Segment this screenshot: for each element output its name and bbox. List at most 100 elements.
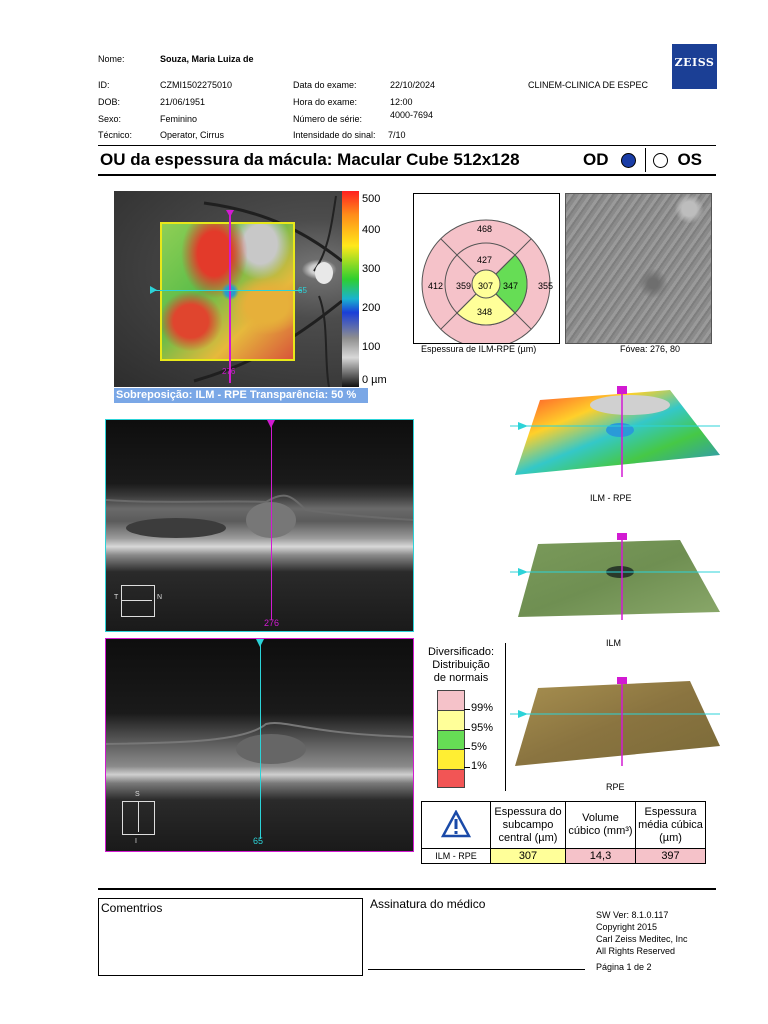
bscan-vertical-layers bbox=[106, 721, 413, 764]
serial-label: Número de série: bbox=[293, 114, 363, 124]
dob-label: DOB: bbox=[98, 97, 121, 107]
scale-400: 400 bbox=[362, 224, 381, 236]
etdrs-caption: Espessura de ILM-RPE (µm) bbox=[421, 344, 537, 354]
title-divider bbox=[98, 174, 716, 176]
os-label: OS bbox=[677, 150, 703, 169]
serial-number: 4000-7694 bbox=[390, 110, 434, 120]
etdrs-inner-nasal: 347 bbox=[503, 281, 519, 291]
od-indicator: OD bbox=[583, 150, 636, 170]
bscan2-orientation-box bbox=[122, 801, 155, 835]
etdrs-inner-superior: 427 bbox=[477, 255, 493, 265]
legend-tick-99 bbox=[464, 709, 470, 710]
zeiss-logo-text: ZEISS bbox=[674, 56, 715, 69]
legend-title-line1: Diversificado: bbox=[427, 646, 495, 658]
fundus-marker-276: 276 bbox=[222, 367, 236, 376]
legend-label-95: 95% bbox=[471, 722, 494, 734]
software-info: SW Ver: 8.1.0.117 Copyright 2015 Carl Ze… bbox=[596, 909, 688, 957]
render-ilm-rpe-label: ILM - RPE bbox=[590, 493, 632, 503]
signal-strength: 7/10 bbox=[388, 130, 406, 140]
rights: All Rights Reserved bbox=[596, 946, 676, 956]
scale-100: 100 bbox=[362, 341, 381, 353]
page-title: OU da espessura da mácula: Macular Cube … bbox=[100, 150, 520, 169]
id-label: ID: bbox=[98, 80, 110, 90]
patient-dob: 21/06/1951 bbox=[160, 97, 206, 107]
exam-time: 12:00 bbox=[390, 97, 413, 107]
bscan1-orientation-arrow bbox=[122, 600, 152, 601]
warning-cell bbox=[421, 801, 491, 849]
overlay-caption: Sobreposição: ILM - RPE Transparência: 5… bbox=[114, 388, 368, 403]
header-cube-volume: Volume cúbico (mm³) bbox=[565, 801, 636, 849]
results-table: Espessura do subcampo central (µm) Volum… bbox=[421, 801, 706, 864]
render-ilm bbox=[510, 532, 722, 622]
etdrs-grid-panel: 468 427 412 359 307 347 355 348 bbox=[413, 193, 560, 344]
etdrs-outer-nasal: 355 bbox=[538, 281, 554, 291]
bscan2-s-label: S bbox=[135, 791, 140, 798]
bscan1-orientation-box bbox=[121, 585, 155, 617]
fovea-image bbox=[565, 193, 712, 344]
sexo-label: Sexo: bbox=[98, 114, 122, 124]
exam-time-label: Hora do exame: bbox=[293, 97, 358, 107]
bscan1-n-label: N bbox=[157, 594, 163, 601]
legend-swatch-below bbox=[438, 770, 464, 787]
etdrs-inner-temporal: 359 bbox=[456, 281, 472, 291]
render-ilm-surface bbox=[510, 533, 720, 620]
nome-label: Nome: bbox=[98, 54, 125, 64]
bscan2-marker-label: 65 bbox=[253, 836, 264, 846]
sw-version: SW Ver: 8.1.0.117 bbox=[596, 910, 669, 920]
exam-date: 22/10/2024 bbox=[390, 80, 436, 90]
etdrs-grid bbox=[421, 219, 551, 343]
bscan1-position-line bbox=[271, 420, 272, 620]
tecnico-label: Técnico: bbox=[98, 130, 133, 140]
bscan1-t-label: T bbox=[114, 594, 119, 601]
normative-color-bar bbox=[437, 690, 465, 788]
legend-tick-95 bbox=[464, 729, 470, 730]
value-cube-avg-thickness: 397 bbox=[635, 848, 706, 864]
comments-box[interactable]: Comentrios bbox=[98, 898, 363, 976]
bscan-vertical: 65 S I bbox=[105, 638, 414, 852]
patient-sex: Feminino bbox=[160, 114, 198, 124]
footer-divider bbox=[98, 888, 716, 890]
comments-label: Comentrios bbox=[101, 901, 163, 915]
render-rpe-surface bbox=[510, 677, 720, 766]
legend-label-5: 5% bbox=[471, 741, 487, 753]
etdrs-outer-temporal: 412 bbox=[428, 281, 444, 291]
page-number: Página 1 de 2 bbox=[596, 962, 652, 972]
legend-title-line3: de normais bbox=[433, 672, 489, 684]
render-ilm-rpe bbox=[510, 385, 722, 480]
legend-tick-1 bbox=[464, 767, 470, 768]
render-ilm-label: ILM bbox=[606, 638, 622, 648]
header-divider bbox=[98, 145, 716, 146]
bscan1-position-marker bbox=[267, 420, 275, 428]
bscan2-orientation-arrow bbox=[138, 802, 139, 832]
copyright: Copyright 2015 bbox=[596, 922, 658, 932]
vertical-scan-marker bbox=[226, 210, 234, 217]
horizontal-scan-line bbox=[152, 290, 302, 291]
legend-label-99: 99% bbox=[471, 702, 494, 714]
bscan2-i-label: I bbox=[135, 838, 137, 845]
thickness-overlay bbox=[160, 222, 295, 361]
scale-300: 300 bbox=[362, 263, 381, 275]
company: Carl Zeiss Meditec, Inc bbox=[596, 934, 688, 944]
value-central-thickness: 307 bbox=[490, 848, 566, 864]
patient-id: CZMI1502275010 bbox=[160, 80, 233, 90]
render-ilm-rpe-surface bbox=[510, 386, 720, 477]
scale-500: 500 bbox=[362, 193, 381, 205]
thickness-color-scale bbox=[342, 191, 359, 387]
bscan1-marker-label: 276 bbox=[264, 618, 280, 628]
value-cube-volume: 14,3 bbox=[565, 848, 636, 864]
zeiss-logo: ZEISS bbox=[672, 44, 717, 89]
etdrs-inner-inferior: 348 bbox=[477, 307, 493, 317]
os-unselected-dot bbox=[653, 153, 668, 169]
vertical-scan-line bbox=[229, 213, 231, 383]
legend-divider bbox=[505, 643, 506, 791]
signal-label: Intensidade do sinal: bbox=[293, 130, 376, 140]
bscan2-position-marker bbox=[256, 639, 264, 647]
normative-legend-title: Diversificado: Distribuição de normais bbox=[424, 646, 498, 685]
od-selected-dot bbox=[620, 153, 636, 169]
scale-200: 200 bbox=[362, 302, 381, 314]
etdrs-outer-superior: 468 bbox=[477, 224, 493, 234]
render-rpe-label: RPE bbox=[606, 782, 625, 792]
patient-name: Souza, Maria Luiza de bbox=[160, 54, 254, 64]
legend-swatch-99 bbox=[438, 691, 464, 711]
signature-line[interactable] bbox=[368, 969, 585, 970]
